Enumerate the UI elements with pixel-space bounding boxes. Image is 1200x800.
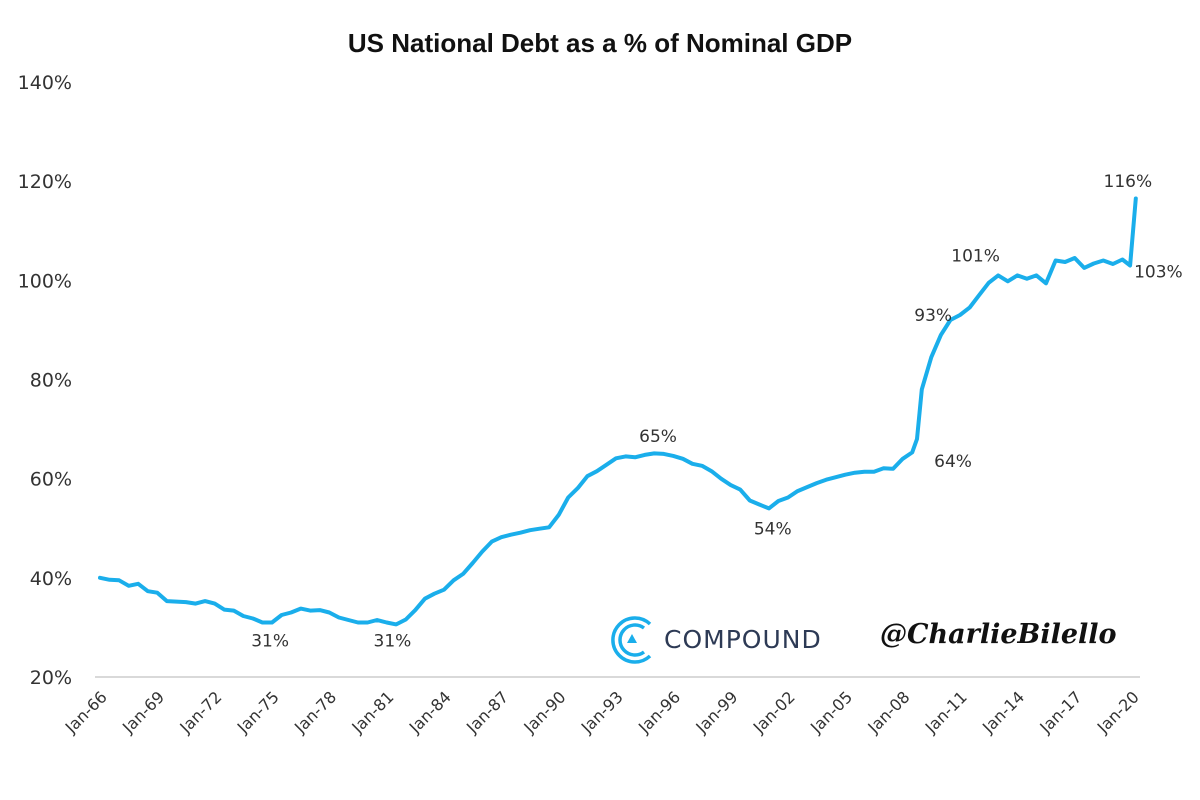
y-tick-label: 60% bbox=[30, 469, 72, 491]
x-tick-label: Jan-02 bbox=[749, 687, 799, 737]
y-tick-label: 20% bbox=[30, 667, 72, 689]
data-label: 64% bbox=[934, 452, 972, 472]
y-tick-label: 120% bbox=[18, 171, 72, 193]
y-tick-label: 140% bbox=[18, 72, 72, 94]
data-label: 65% bbox=[639, 427, 677, 447]
data-label: 31% bbox=[251, 631, 289, 651]
x-tick-label: Jan-72 bbox=[175, 687, 225, 737]
x-tick-label: Jan-81 bbox=[347, 687, 397, 737]
data-label: 101% bbox=[951, 246, 1000, 266]
x-tick-label: Jan-17 bbox=[1035, 687, 1085, 737]
x-tick-label: Jan-93 bbox=[577, 687, 627, 737]
y-tick-label: 80% bbox=[30, 370, 72, 392]
y-tick-label: 40% bbox=[30, 568, 72, 590]
x-tick-label: Jan-90 bbox=[519, 687, 569, 737]
data-label: 103% bbox=[1134, 262, 1183, 282]
x-tick-label: Jan-08 bbox=[863, 687, 913, 737]
x-tick-label: Jan-69 bbox=[118, 687, 168, 737]
x-tick-label: Jan-78 bbox=[290, 687, 340, 737]
compound-logo-text: COMPOUND bbox=[664, 625, 822, 654]
compound-logo-icon bbox=[611, 616, 652, 664]
y-tick-label: 100% bbox=[18, 270, 72, 292]
x-tick-label: Jan-14 bbox=[978, 687, 1028, 737]
x-tick-label: Jan-87 bbox=[462, 687, 512, 737]
x-tick-label: Jan-75 bbox=[233, 687, 283, 737]
data-label: 116% bbox=[1104, 172, 1153, 192]
y-axis: 20% 40% 60% 80% 100% 120% 140% bbox=[18, 72, 72, 689]
author-handle: @CharlieBilello bbox=[880, 619, 1117, 650]
x-tick-label: Jan-84 bbox=[405, 687, 455, 737]
data-label: 93% bbox=[914, 306, 952, 326]
x-axis: Jan-66 Jan-69 Jan-72 Jan-75 Jan-78 Jan-81 Jan-… bbox=[61, 687, 1143, 737]
x-tick-label: Jan-99 bbox=[691, 687, 741, 737]
x-tick-label: Jan-05 bbox=[806, 687, 856, 737]
series-line-debt-to-gdp bbox=[98, 196, 1138, 627]
chart-title: US National Debt as a % of Nominal GDP bbox=[348, 28, 852, 58]
data-labels: 31% 31% 65% 54% 64% 93% 101% 103% 116% bbox=[251, 172, 1183, 651]
data-label: 31% bbox=[374, 631, 412, 651]
compound-logo: COMPOUND bbox=[611, 616, 822, 664]
x-tick-label: Jan-11 bbox=[921, 687, 971, 737]
x-tick-label: Jan-96 bbox=[634, 687, 684, 737]
x-tick-label: Jan-66 bbox=[61, 687, 111, 737]
data-label: 54% bbox=[754, 519, 792, 539]
x-tick-label: Jan-20 bbox=[1093, 687, 1143, 737]
